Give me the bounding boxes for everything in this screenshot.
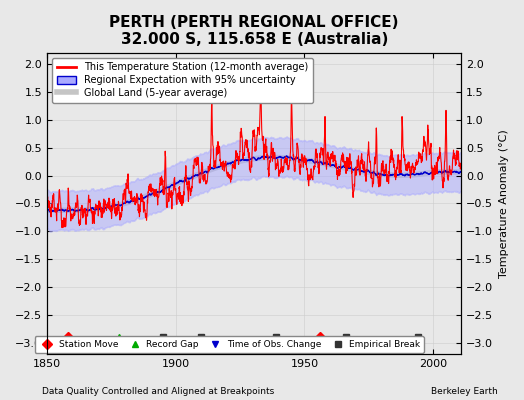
Text: Data Quality Controlled and Aligned at Breakpoints: Data Quality Controlled and Aligned at B… xyxy=(42,387,274,396)
Title: PERTH (PERTH REGIONAL OFFICE)
32.000 S, 115.658 E (Australia): PERTH (PERTH REGIONAL OFFICE) 32.000 S, … xyxy=(110,15,399,47)
Legend: Station Move, Record Gap, Time of Obs. Change, Empirical Break: Station Move, Record Gap, Time of Obs. C… xyxy=(35,336,424,353)
Text: Berkeley Earth: Berkeley Earth xyxy=(431,387,498,396)
Y-axis label: Temperature Anomaly (°C): Temperature Anomaly (°C) xyxy=(499,129,509,278)
